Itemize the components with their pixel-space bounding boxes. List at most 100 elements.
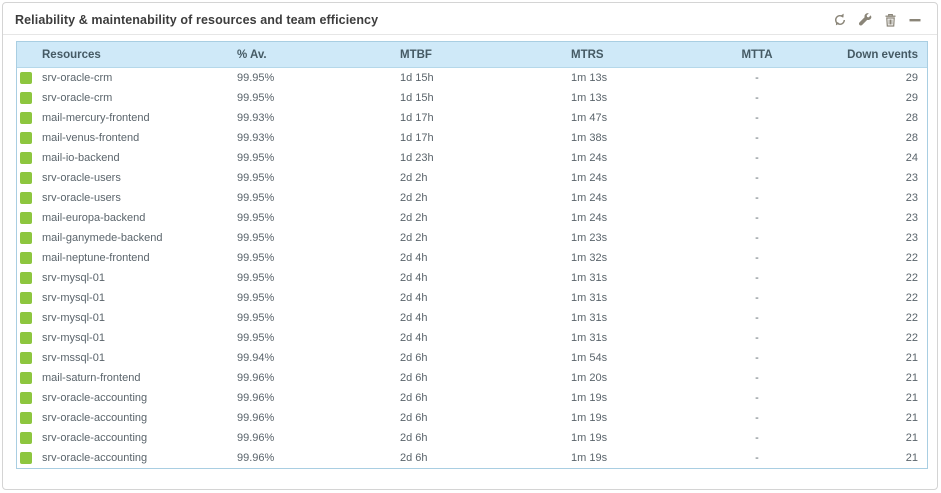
- column-header-mtrs[interactable]: MTRS: [571, 48, 604, 61]
- column-header-mtta[interactable]: MTTA: [741, 48, 773, 61]
- table-row[interactable]: srv-oracle-users 99.95% 2d 2h 1m 24s - 2…: [17, 188, 927, 208]
- table-row[interactable]: srv-oracle-crm 99.95% 1d 15h 1m 13s - 29: [17, 88, 927, 108]
- table-row[interactable]: srv-oracle-accounting 99.96% 2d 6h 1m 19…: [17, 408, 927, 428]
- resource-name: mail-io-backend: [42, 152, 120, 164]
- status-ok-icon: [20, 192, 32, 204]
- resource-name: srv-oracle-crm: [42, 92, 113, 104]
- column-header-down-events[interactable]: Down events: [847, 48, 918, 61]
- mtta-value: -: [755, 412, 759, 424]
- resource-name: srv-oracle-accounting: [42, 452, 148, 464]
- status-ok-icon: [20, 352, 32, 364]
- mtrs-value: 1m 31s: [571, 272, 608, 284]
- refresh-icon[interactable]: [832, 12, 848, 27]
- table-row[interactable]: mail-saturn-frontend 99.96% 2d 6h 1m 20s…: [17, 368, 927, 388]
- availability-value: 99.95%: [237, 192, 275, 204]
- table-row[interactable]: srv-oracle-crm 99.95% 1d 15h 1m 13s - 29: [17, 68, 927, 88]
- availability-value: 99.95%: [237, 212, 275, 224]
- mtrs-value: 1m 24s: [571, 152, 608, 164]
- resource-name: mail-mercury-frontend: [42, 112, 150, 124]
- status-ok-icon: [20, 452, 32, 464]
- panel-title: Reliability & maintenability of resource…: [15, 12, 379, 27]
- mtta-value: -: [755, 272, 759, 284]
- down-events-value: 21: [905, 412, 918, 424]
- table-row[interactable]: mail-europa-backend 99.95% 2d 2h 1m 24s …: [17, 208, 927, 228]
- table-row[interactable]: mail-io-backend 99.95% 1d 23h 1m 24s - 2…: [17, 148, 927, 168]
- table-row[interactable]: srv-mysql-01 99.95% 2d 4h 1m 31s - 22: [17, 288, 927, 308]
- down-events-value: 29: [905, 72, 918, 84]
- mtrs-value: 1m 24s: [571, 192, 608, 204]
- availability-value: 99.95%: [237, 92, 275, 104]
- mtbf-value: 2d 4h: [400, 292, 428, 304]
- column-header-mtbf[interactable]: MTBF: [400, 48, 432, 61]
- availability-value: 99.95%: [237, 292, 275, 304]
- mtbf-value: 2d 4h: [400, 272, 428, 284]
- mtbf-value: 2d 6h: [400, 452, 428, 464]
- resource-name: srv-oracle-accounting: [42, 432, 148, 444]
- mtta-value: -: [755, 292, 759, 304]
- mtrs-value: 1m 24s: [571, 212, 608, 224]
- status-ok-icon: [20, 72, 32, 84]
- table-row[interactable]: mail-mercury-frontend 99.93% 1d 17h 1m 4…: [17, 108, 927, 128]
- availability-value: 99.95%: [237, 332, 275, 344]
- down-events-value: 21: [905, 372, 918, 384]
- down-events-value: 23: [905, 232, 918, 244]
- availability-value: 99.93%: [237, 132, 275, 144]
- table-row[interactable]: mail-ganymede-backend 99.95% 2d 2h 1m 23…: [17, 228, 927, 248]
- resource-name: srv-mssql-01: [42, 352, 105, 364]
- table-row[interactable]: srv-oracle-users 99.95% 2d 2h 1m 24s - 2…: [17, 168, 927, 188]
- resource-name: mail-ganymede-backend: [42, 232, 163, 244]
- resource-name: mail-venus-frontend: [42, 132, 140, 144]
- mtta-value: -: [755, 332, 759, 344]
- mtrs-value: 1m 32s: [571, 252, 608, 264]
- availability-value: 99.95%: [237, 152, 275, 164]
- mtta-value: -: [755, 452, 759, 464]
- table-row[interactable]: srv-oracle-accounting 99.96% 2d 6h 1m 19…: [17, 428, 927, 448]
- mtta-value: -: [755, 152, 759, 164]
- mtrs-value: 1m 19s: [571, 412, 608, 424]
- availability-value: 99.95%: [237, 252, 275, 264]
- panel-toolbar: [832, 12, 925, 27]
- table-row[interactable]: srv-oracle-accounting 99.96% 2d 6h 1m 19…: [17, 448, 927, 468]
- resource-name: srv-oracle-users: [42, 192, 121, 204]
- status-ok-icon: [20, 212, 32, 224]
- mtta-value: -: [755, 192, 759, 204]
- resource-name: srv-oracle-users: [42, 172, 121, 184]
- table-row[interactable]: srv-mysql-01 99.95% 2d 4h 1m 31s - 22: [17, 268, 927, 288]
- mtbf-value: 2d 4h: [400, 332, 428, 344]
- mtrs-value: 1m 31s: [571, 332, 608, 344]
- availability-value: 99.95%: [237, 232, 275, 244]
- resource-name: mail-saturn-frontend: [42, 372, 141, 384]
- status-ok-icon: [20, 232, 32, 244]
- mtrs-value: 1m 31s: [571, 292, 608, 304]
- mtbf-value: 1d 17h: [400, 112, 434, 124]
- table-row[interactable]: srv-mysql-01 99.95% 2d 4h 1m 31s - 22: [17, 328, 927, 348]
- mtrs-value: 1m 31s: [571, 312, 608, 324]
- mtta-value: -: [755, 72, 759, 84]
- table-row[interactable]: mail-neptune-frontend 99.95% 2d 4h 1m 32…: [17, 248, 927, 268]
- mtta-value: -: [755, 92, 759, 104]
- mtbf-value: 2d 6h: [400, 392, 428, 404]
- table-row[interactable]: srv-oracle-accounting 99.96% 2d 6h 1m 19…: [17, 388, 927, 408]
- down-events-value: 28: [905, 112, 918, 124]
- status-ok-icon: [20, 312, 32, 324]
- down-events-value: 24: [905, 152, 918, 164]
- column-header-availability[interactable]: % Av.: [237, 48, 267, 61]
- mtta-value: -: [755, 312, 759, 324]
- mtbf-value: 2d 2h: [400, 212, 428, 224]
- availability-value: 99.95%: [237, 272, 275, 284]
- status-ok-icon: [20, 412, 32, 424]
- down-events-value: 21: [905, 452, 918, 464]
- wrench-icon[interactable]: [857, 12, 873, 27]
- table-row[interactable]: mail-venus-frontend 99.93% 1d 17h 1m 38s…: [17, 128, 927, 148]
- trash-icon[interactable]: [882, 12, 898, 27]
- mtrs-value: 1m 19s: [571, 452, 608, 464]
- mtrs-value: 1m 19s: [571, 392, 608, 404]
- down-events-value: 22: [905, 252, 918, 264]
- availability-value: 99.95%: [237, 72, 275, 84]
- collapse-icon[interactable]: [907, 12, 923, 27]
- column-header-resources[interactable]: Resources: [42, 48, 101, 61]
- table-row[interactable]: srv-mysql-01 99.95% 2d 4h 1m 31s - 22: [17, 308, 927, 328]
- table-row[interactable]: srv-mssql-01 99.94% 2d 6h 1m 54s - 21: [17, 348, 927, 368]
- mtta-value: -: [755, 352, 759, 364]
